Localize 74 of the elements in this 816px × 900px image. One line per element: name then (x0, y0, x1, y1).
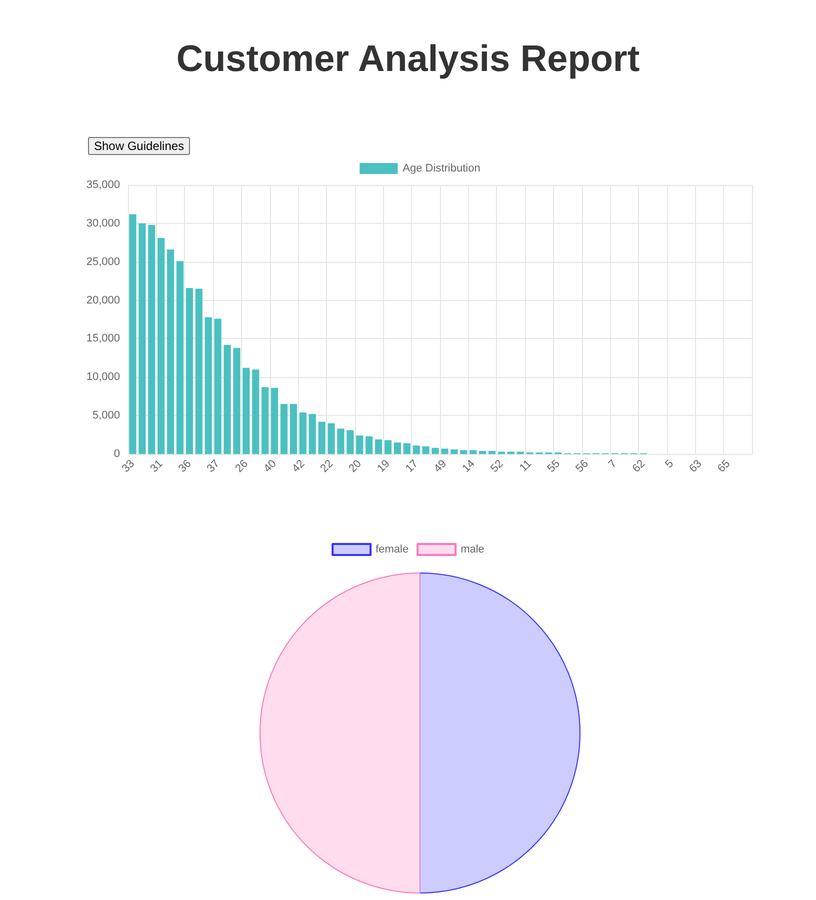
chart-title: Customer Analysis Report (175, 38, 641, 80)
y-tick-label: 20,000 (86, 294, 120, 306)
y-tick-label: 5,000 (92, 410, 120, 422)
x-tick-label: 31 (148, 458, 166, 475)
bar (233, 348, 240, 454)
bar (204, 317, 212, 454)
x-tick-label: 5 (663, 458, 676, 471)
bar (148, 224, 156, 454)
y-tick-label: 25,000 (86, 256, 120, 268)
bar (488, 450, 496, 454)
bar (337, 428, 344, 454)
x-tick-label: 37 (204, 458, 222, 475)
bar (195, 288, 202, 454)
bar (356, 436, 364, 454)
x-tick-label: 55 (545, 458, 562, 475)
bar (366, 436, 373, 454)
bar (346, 430, 354, 454)
x-tick-label: 20 (346, 458, 364, 475)
x-tick-label: 11 (518, 458, 534, 474)
x-tick-label: 63 (687, 458, 704, 475)
x-tick-label: 62 (630, 458, 648, 475)
bar (242, 368, 250, 454)
bar (138, 223, 146, 454)
bar (412, 446, 420, 454)
bar (129, 214, 136, 454)
bar (422, 446, 430, 454)
x-tick-label: 42 (290, 458, 308, 475)
bar (214, 318, 222, 454)
bar (328, 423, 335, 454)
x-tick-label: 56 (574, 458, 591, 475)
y-tick-label: 0 (114, 448, 120, 460)
bar (290, 404, 297, 454)
x-tick-label: 40 (262, 458, 279, 475)
bar (375, 439, 382, 454)
bar (271, 388, 278, 454)
x-tick-label: 33 (120, 458, 137, 475)
bar (262, 387, 269, 454)
bar (441, 448, 448, 454)
bar (479, 450, 486, 454)
bar (186, 288, 193, 454)
legend-label: male (460, 544, 484, 556)
bar (299, 412, 306, 454)
bar (470, 450, 477, 454)
x-tick-label: 17 (403, 458, 421, 475)
bar (318, 422, 326, 454)
x-tick-label: 7 (606, 458, 620, 471)
y-tick-label: 10,000 (86, 371, 120, 384)
y-tick-label: 15,000 (86, 332, 120, 345)
x-tick-label: 26 (233, 458, 250, 475)
bar (394, 442, 401, 454)
x-tick-label: 36 (176, 458, 194, 475)
x-tick-label: 49 (432, 458, 449, 475)
legend-label: Age Distribution (402, 162, 480, 174)
bar (384, 440, 392, 454)
bar (460, 450, 468, 454)
y-tick-label: 30,000 (86, 217, 120, 230)
bar (280, 404, 288, 454)
legend-label: female (376, 544, 409, 556)
bar (403, 443, 410, 454)
bar (432, 448, 439, 454)
y-tick-label: 35,000 (86, 179, 120, 191)
bar (176, 261, 184, 454)
x-tick-label: 22 (318, 458, 336, 475)
guidelines-button: Show Guidelines (88, 137, 190, 155)
x-tick-label: 14 (460, 458, 478, 475)
bar (308, 414, 316, 454)
bar (450, 449, 458, 454)
x-tick-label: 65 (715, 458, 733, 475)
x-tick-label: 19 (375, 458, 392, 475)
x-tick-label: 52 (488, 458, 506, 475)
bar (252, 369, 260, 454)
bar (167, 250, 174, 454)
bar (224, 344, 231, 454)
bar (158, 238, 165, 454)
